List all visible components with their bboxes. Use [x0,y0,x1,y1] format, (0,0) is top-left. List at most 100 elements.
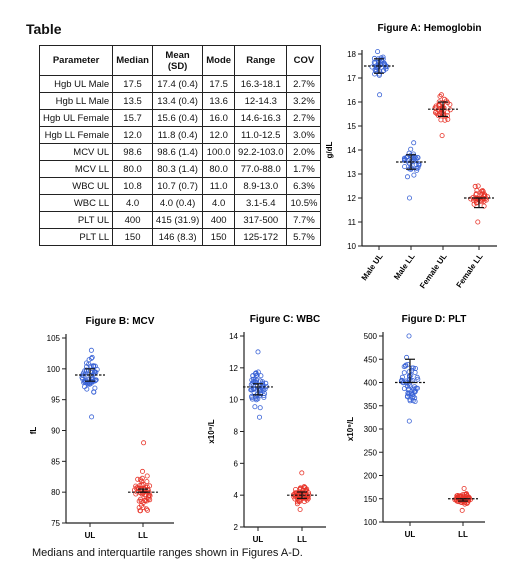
data-point [412,369,418,375]
y-tick-label: 13 [347,170,356,179]
data-point [475,219,481,225]
data-point [479,188,485,194]
table-cell: 3.2% [286,92,322,110]
table-header-row: Parameter Median Mean (SD) Mode Range COV [38,45,322,76]
data-point [304,497,310,503]
data-point [406,333,412,339]
y-tick-label: 450 [364,355,378,364]
data-point [137,477,143,483]
data-point [294,501,300,507]
data-point [144,507,150,513]
data-point [407,396,413,402]
y-tick-label: 400 [364,379,378,388]
data-point [92,369,98,375]
data-point [141,440,147,446]
data-point [80,376,86,382]
data-point [480,188,486,194]
x-tick-label: Female LL [455,252,485,290]
table-cell: PLT LL [38,228,114,246]
data-point [85,381,91,387]
data-point [412,395,418,401]
y-tick-label: 14 [347,146,356,155]
data-point [442,117,448,123]
data-point [136,498,142,504]
data-point [302,485,308,491]
table-header-cell: Median [112,45,153,76]
data-point [445,116,451,122]
table-row: Hgb LL Female 12.0 11.8 (0.4) 12.0 11.0-12.5… [38,126,322,144]
data-point [83,374,89,380]
data-point [88,355,94,361]
y-tick-label: 16 [347,98,356,107]
data-point [405,390,411,396]
data-point [258,373,264,379]
data-point [144,473,150,479]
data-point [402,164,408,170]
data-point [133,485,139,491]
data-point [414,167,420,173]
chart-title: Figure C: WBC [250,314,321,325]
data-point [416,162,422,168]
y-tick-label: 500 [364,332,378,341]
table-row: Hgb UL Male 17.5 17.4 (0.4) 17.5 16.3-18.1 2.… [38,75,322,93]
data-point [409,165,415,171]
data-point [144,479,150,485]
table-body: Hgb UL Male 17.5 17.4 (0.4) 17.5 16.3-18.1 2.… [38,75,322,246]
data-point [91,389,97,395]
data-point [304,486,310,492]
data-point [89,414,95,420]
data-point [461,485,467,491]
data-point [137,483,143,489]
x-tick-label: UL [405,530,416,539]
data-point [404,394,410,400]
data-point [89,354,95,360]
y-tick-label: 2 [234,523,239,532]
x-tick-label: LL [458,530,468,539]
y-tick-label: 8 [234,428,239,437]
data-point [299,470,305,476]
x-tick-label: LL [138,531,148,540]
x-tick-label: Male LL [392,252,417,282]
data-point [261,393,267,399]
data-point [291,494,297,500]
data-point [438,117,444,123]
y-tick-label: 14 [229,332,238,341]
table-cell: 5.7% [286,228,322,246]
x-tick-label: Female UL [418,252,449,290]
table-row: PLT LL 150 146 (8.3) 150 125-172 5.7% [38,228,322,246]
x-tick-label: UL [253,535,264,544]
y-tick-label: 350 [364,402,378,411]
table-cell: 146 (8.3) [151,228,204,246]
data-point [399,377,405,383]
data-point [253,370,259,376]
y-axis-label: x10⁹/L [346,417,355,441]
data-point [375,49,381,55]
data-point [92,363,98,369]
data-point [86,361,92,367]
data-point [82,384,88,390]
data-point [261,387,267,393]
data-point [263,380,269,386]
chart-d: Figure D: PLT 100 150 200 250 300 350 400 450 500… [346,314,485,539]
data-point [439,133,445,139]
data-point [410,386,416,392]
data-point [81,373,87,379]
y-tick-label: 105 [47,334,61,343]
chart-c: Figure C: WBC 2 4 6 8 10 12 14 x10⁹/L UL LL [207,314,326,544]
y-tick-label: 80 [51,488,60,497]
data-point [143,506,149,512]
x-tick-label: LL [297,535,307,544]
data-point [481,203,487,209]
data-point [437,93,443,99]
data-point [406,418,412,424]
data-point [472,183,478,189]
table-row: MCV UL 98.6 98.6 (1.4) 100.0 92.2-103.0 2.0% [38,143,322,161]
data-point [447,107,453,113]
y-tick-label: 300 [364,425,378,434]
data-point [254,372,260,378]
chart-title: Figure B: MCV [86,316,155,327]
data-point [468,196,474,202]
data-point [257,405,263,411]
data-point [136,505,142,511]
data-point [438,92,444,98]
